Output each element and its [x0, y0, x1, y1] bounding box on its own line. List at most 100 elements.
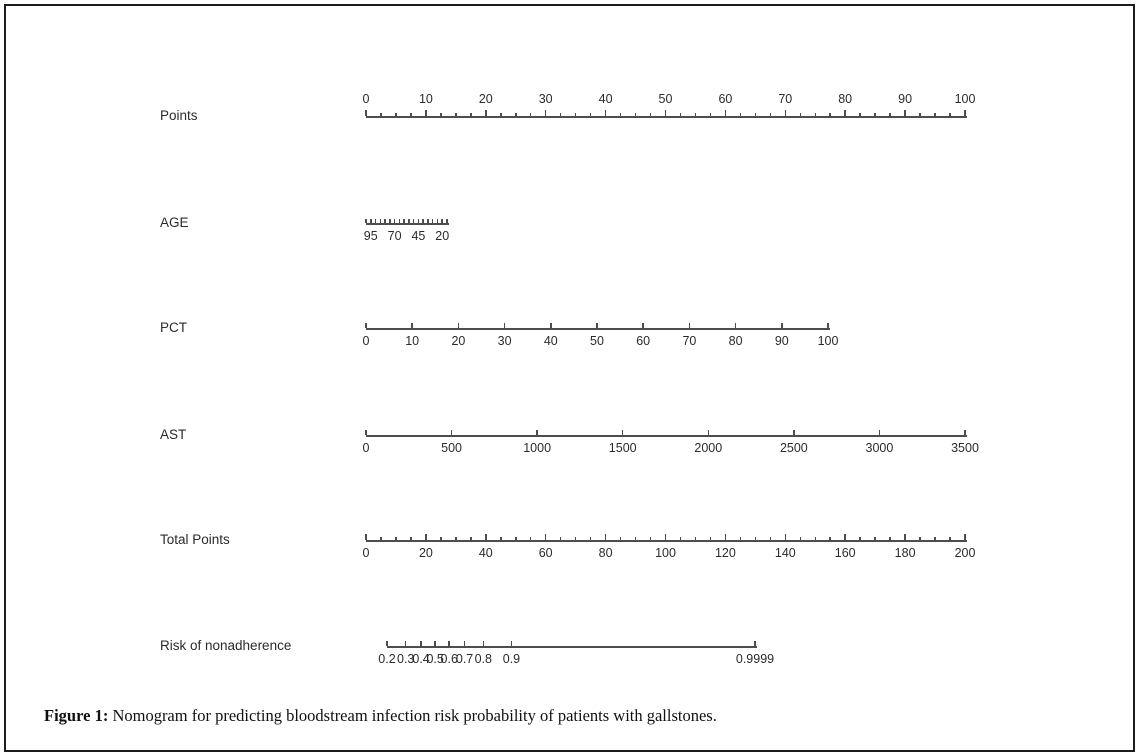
axis-line-ast [366, 435, 967, 437]
tick-label-ast: 1000 [523, 441, 552, 455]
tick-label-points: 30 [538, 92, 553, 106]
axis-tick-total-points [709, 537, 712, 540]
axis-tick-age [389, 219, 391, 223]
tick-label-total-points: 60 [538, 546, 553, 560]
tick-label-pct: 100 [817, 334, 839, 348]
axis-tick-risk [448, 641, 450, 646]
axis-tick-pct [734, 323, 737, 328]
axis-tick-points [395, 113, 397, 116]
axis-line-points [366, 116, 967, 118]
figure-border-frame [4, 4, 1135, 752]
tick-label-risk: 0.3 [397, 652, 415, 666]
axis-tick-points [829, 113, 831, 116]
tick-label-ast: 3500 [951, 441, 979, 455]
axis-tick-total-points [679, 537, 682, 540]
axis-tick-total-points [889, 537, 891, 540]
axis-tick-points [949, 113, 951, 116]
axis-tick-age [398, 219, 401, 223]
tick-label-ast: 1500 [608, 441, 637, 455]
axis-line-total-points [366, 540, 967, 542]
axis-tick-ast [621, 430, 624, 435]
axis-tick-total-points [739, 537, 742, 540]
tick-label-risk: 0.4 [412, 652, 430, 666]
axis-tick-age [412, 219, 415, 223]
tick-label-age: 45 [411, 229, 426, 243]
tick-label-ast: 0 [362, 441, 370, 455]
axis-tick-points [544, 110, 547, 116]
axis-tick-points [724, 110, 727, 116]
axis-tick-total-points [949, 537, 951, 540]
axis-tick-total-points [814, 537, 816, 540]
axis-tick-points [440, 113, 442, 116]
axis-tick-age [427, 219, 429, 223]
tick-label-points: 20 [478, 92, 493, 106]
tick-label-points: 60 [718, 92, 733, 106]
axis-tick-total-points [724, 534, 727, 540]
axis-tick-risk [754, 641, 756, 646]
figure-caption: Figure 1: Nomogram for predicting bloods… [44, 705, 717, 727]
axis-tick-age [365, 219, 367, 223]
axis-tick-points [515, 113, 517, 116]
axis-tick-total-points [859, 537, 861, 540]
axis-tick-points [889, 113, 891, 116]
tick-label-total-points: 0 [362, 546, 370, 560]
axis-tick-total-points [440, 537, 442, 540]
axis-tick-ast [365, 430, 367, 435]
axis-tick-total-points [934, 537, 936, 540]
axis-tick-ast [878, 430, 881, 435]
tick-label-pct: 20 [451, 334, 466, 348]
axis-tick-age [422, 219, 424, 223]
axis-tick-points [769, 113, 772, 116]
axis-tick-total-points [769, 537, 772, 540]
axis-tick-total-points [634, 537, 637, 540]
tick-label-risk: 0.2 [378, 652, 396, 666]
axis-tick-points [694, 113, 697, 116]
axis-line-risk [387, 646, 757, 648]
axis-tick-points [799, 113, 802, 116]
axis-title-ast: AST [160, 427, 187, 442]
axis-tick-age [441, 219, 443, 223]
axis-title-total-points: Total Points [160, 532, 230, 547]
axis-tick-total-points [619, 537, 622, 540]
tick-label-points: 0 [362, 92, 370, 106]
axis-tick-points [485, 110, 487, 116]
tick-label-points: 100 [954, 92, 976, 106]
tick-label-total-points: 100 [655, 546, 676, 560]
axis-tick-total-points [784, 534, 787, 540]
tick-label-risk: 0.7 [455, 652, 474, 666]
axis-line-age [366, 223, 449, 225]
tick-label-pct: 10 [405, 334, 420, 348]
tick-label-points: 80 [838, 92, 853, 106]
tick-label-points: 10 [418, 92, 433, 106]
axis-tick-points [904, 110, 906, 116]
axis-tick-ast [707, 430, 710, 435]
axis-tick-pct [827, 323, 829, 328]
axis-tick-total-points [904, 534, 906, 540]
axis-tick-age [408, 219, 410, 223]
tick-label-pct: 30 [497, 334, 512, 348]
tick-label-total-points: 20 [418, 546, 433, 560]
axis-tick-pct [411, 323, 413, 328]
axis-tick-points [679, 113, 682, 116]
axis-tick-age [370, 219, 372, 223]
axis-tick-age [379, 219, 382, 223]
tick-label-ast: 2500 [779, 441, 808, 455]
axis-tick-total-points [470, 537, 472, 540]
axis-tick-total-points [874, 537, 876, 540]
axis-tick-pct [642, 323, 644, 328]
axis-tick-points [619, 113, 622, 116]
tick-label-pct: 0 [362, 334, 370, 348]
tick-label-total-points: 160 [834, 546, 856, 560]
axis-tick-total-points [485, 534, 487, 540]
axis-tick-ast [450, 430, 453, 435]
axis-tick-pct [503, 323, 506, 328]
axis-tick-total-points [544, 534, 547, 540]
tick-label-total-points: 120 [714, 546, 736, 560]
axis-tick-ast [536, 430, 538, 435]
tick-label-age: 95 [363, 229, 378, 243]
axis-tick-total-points [844, 534, 846, 540]
axis-tick-pct [781, 323, 783, 328]
axis-tick-risk [482, 641, 485, 646]
axis-tick-risk [420, 641, 422, 646]
axis-tick-age [417, 219, 420, 223]
